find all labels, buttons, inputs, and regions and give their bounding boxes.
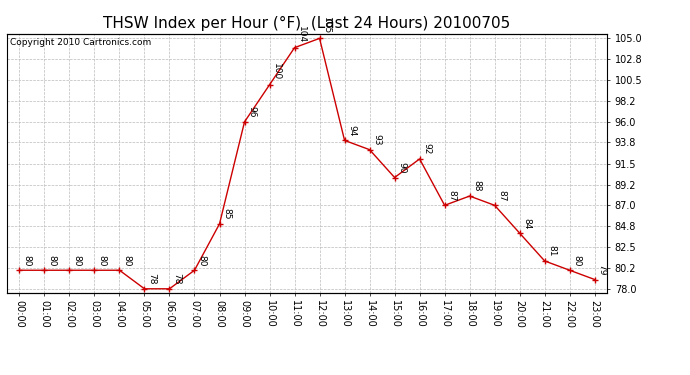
Text: 84: 84 [522,217,531,229]
Text: 87: 87 [497,190,506,201]
Text: 80: 80 [22,255,31,266]
Text: 80: 80 [573,255,582,266]
Text: 78: 78 [172,273,181,285]
Text: 80: 80 [72,255,81,266]
Text: 78: 78 [147,273,156,285]
Text: 92: 92 [422,143,431,155]
Text: 90: 90 [397,162,406,173]
Title: THSW Index per Hour (°F)  (Last 24 Hours) 20100705: THSW Index per Hour (°F) (Last 24 Hours)… [104,16,511,31]
Text: 80: 80 [197,255,206,266]
Text: Copyright 2010 Cartronics.com: Copyright 2010 Cartronics.com [10,38,151,46]
Text: 104: 104 [297,26,306,44]
Text: 80: 80 [97,255,106,266]
Text: 100: 100 [273,63,282,81]
Text: 87: 87 [447,190,456,201]
Text: 79: 79 [598,264,607,275]
Text: 80: 80 [122,255,131,266]
Text: 81: 81 [547,245,556,257]
Text: 88: 88 [473,180,482,192]
Text: 80: 80 [47,255,56,266]
Text: 105: 105 [322,17,331,34]
Text: 93: 93 [373,134,382,146]
Text: 85: 85 [222,208,231,220]
Text: 94: 94 [347,125,356,136]
Text: 96: 96 [247,106,256,118]
